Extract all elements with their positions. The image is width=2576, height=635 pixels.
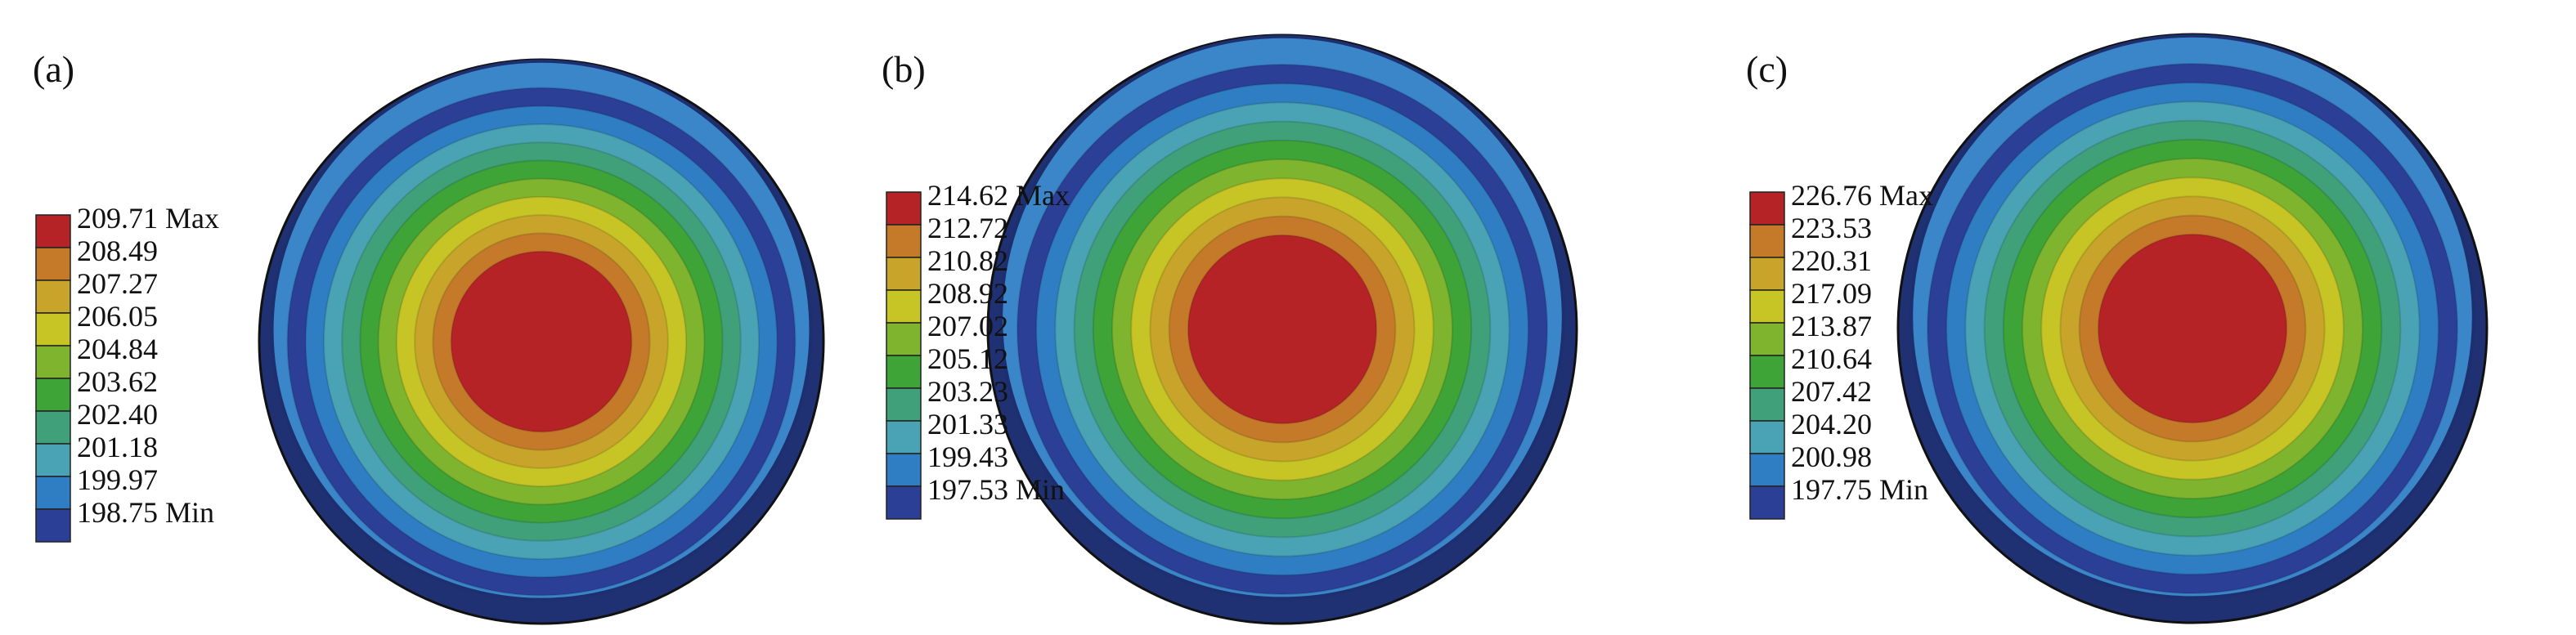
legend-value: 206.05	[77, 300, 158, 333]
legend-value: 214.62 Max	[927, 179, 1070, 212]
legend-swatch	[35, 378, 71, 412]
legend-swatch	[1749, 191, 1785, 226]
legend-value: 207.42	[1791, 375, 1872, 408]
legend-swatch	[1749, 485, 1785, 520]
color-legend: 226.76 Max223.53220.31217.09213.87210.64…	[1749, 179, 1933, 520]
contour-band-10	[450, 250, 633, 433]
panel-label: (c)	[1746, 48, 1788, 90]
legend-value: 204.84	[77, 333, 158, 365]
contour-disc	[986, 34, 1578, 625]
contour-band-10	[1187, 234, 1378, 425]
legend-value: 210.64	[1791, 342, 1872, 375]
legend-value: 212.72	[927, 212, 1008, 244]
legend-swatch	[1749, 387, 1785, 422]
contour-disc	[1896, 33, 2488, 624]
legend-swatch	[886, 420, 922, 454]
legend-value: 201.18	[77, 431, 158, 463]
legend-swatch	[35, 247, 71, 281]
legend-swatch	[1749, 257, 1785, 291]
legend-value: 202.40	[77, 398, 158, 431]
legend-value: 205.12	[927, 342, 1008, 375]
legend-swatch	[35, 476, 71, 510]
legend-swatch	[1749, 420, 1785, 454]
panel-a: (a) 209.71 Max208.49207.27206.05204.84203…	[33, 48, 825, 625]
legend-value: 208.49	[77, 235, 158, 267]
legend-value: 200.98	[1791, 440, 1872, 473]
legend-swatch	[1749, 355, 1785, 389]
legend-swatch	[35, 214, 71, 248]
legend-swatch	[886, 453, 922, 487]
legend-value: 201.33	[927, 408, 1008, 440]
contour-disc	[258, 58, 825, 625]
legend-value: 208.92	[927, 277, 1008, 310]
legend-value: 223.53	[1791, 212, 1872, 244]
contour-band-10	[2097, 233, 2288, 424]
legend-value: 199.97	[77, 463, 158, 496]
legend-value: 226.76 Max	[1791, 179, 1933, 212]
legend-value: 203.62	[77, 365, 158, 398]
legend-swatch	[1749, 453, 1785, 487]
legend-swatch	[1749, 224, 1785, 258]
legend-value: 210.82	[927, 244, 1008, 277]
legend-value: 197.53 Min	[927, 473, 1065, 506]
legend-value: 204.20	[1791, 408, 1872, 440]
legend-value: 217.09	[1791, 277, 1872, 310]
panel-label: (b)	[882, 48, 926, 90]
legend-value: 197.75 Min	[1791, 473, 1928, 506]
legend-swatch	[886, 289, 922, 324]
panels: (a)209.71 Max208.49207.27206.05204.84203…	[33, 33, 2488, 625]
legend-value: 207.02	[927, 310, 1008, 342]
legend-swatch	[886, 387, 922, 422]
legend-swatch	[886, 224, 922, 258]
legend-swatch	[35, 508, 71, 543]
panel-label: (a)	[33, 48, 74, 90]
color-legend: 209.71 Max208.49207.27206.05204.84203.62…	[35, 202, 219, 543]
legend-swatch	[886, 322, 922, 356]
panel-b: (b) 214.62 Max212.72210.82208.92207.02205…	[882, 34, 1578, 625]
legend-value: 209.71 Max	[77, 202, 219, 235]
legend-swatch	[35, 443, 71, 477]
panel-c: (c) 226.76 Max223.53220.31217.09213.87210…	[1746, 33, 2488, 624]
legend-swatch	[35, 410, 71, 445]
legend-value: 207.27	[77, 267, 158, 300]
legend-swatch	[886, 485, 922, 520]
legend-swatch	[1749, 289, 1785, 324]
legend-swatch	[35, 279, 71, 314]
legend-swatch	[35, 345, 71, 379]
legend-value: 213.87	[1791, 310, 1872, 342]
legend-value: 203.23	[927, 375, 1008, 408]
legend-value: 220.31	[1791, 244, 1872, 277]
legend-swatch	[886, 257, 922, 291]
color-legend: 214.62 Max212.72210.82208.92207.02205.12…	[886, 179, 1070, 520]
legend-swatch	[886, 191, 922, 226]
legend-swatch	[1749, 322, 1785, 356]
legend-swatch	[35, 312, 71, 347]
legend-value: 198.75 Min	[77, 496, 214, 529]
legend-value: 199.43	[927, 440, 1008, 473]
legend-swatch	[886, 355, 922, 389]
